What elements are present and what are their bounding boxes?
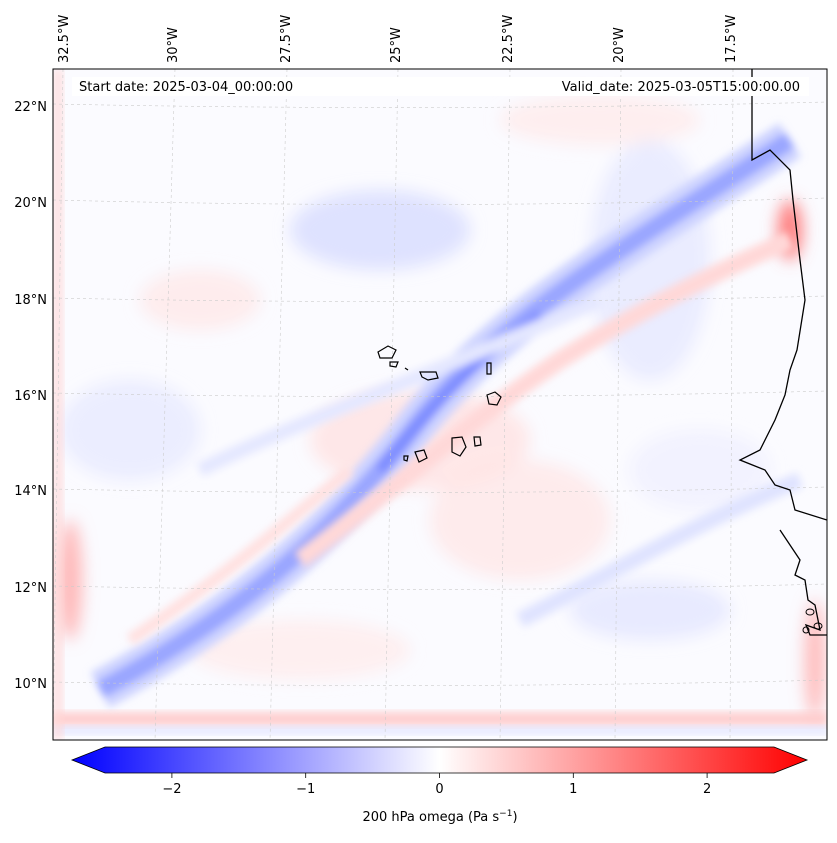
colorbar: −2 −1 0 1 2 200 hPa omega (Pa s−1) [70, 746, 809, 825]
lat-label: 20°N [14, 196, 47, 211]
longitude-labels: 32.5°W 30°W 27.5°W 25°W 22.5°W 20°W 17.5… [57, 15, 739, 63]
guinea-coastline [779, 529, 827, 636]
latitude-labels: 22°N 20°N 18°N 16°N 14°N 12°N 10°N [14, 100, 47, 692]
african-coastline [738, 69, 827, 521]
lon-label: 22.5°W [501, 15, 516, 63]
island-sao-nicolau [419, 371, 439, 381]
lon-label: 32.5°W [57, 15, 72, 63]
lat-label: 12°N [14, 581, 47, 596]
island-santo-antao [377, 345, 397, 359]
lon-label: 17.5°W [724, 15, 739, 63]
island-boa-vista [486, 391, 502, 406]
lat-label: 14°N [14, 484, 47, 499]
island-fogo [414, 449, 428, 463]
negative-omega-band [90, 123, 803, 708]
left-boundary-strip [53, 69, 63, 740]
colorbar-tick-label: 2 [703, 782, 711, 797]
island-santiago [451, 436, 467, 457]
colorbar-tick-label: −1 [296, 782, 315, 797]
colorbar-bar [70, 746, 809, 774]
start-date-label: Start date: 2025-03-04_00:00:00 [79, 80, 293, 95]
island-brava [403, 455, 409, 462]
boundary-negative-strip [53, 726, 827, 734]
colorbar-tick-label: 0 [435, 782, 443, 797]
cape-verde-islands [377, 345, 502, 463]
colorbar-label: 200 hPa omega (Pa s−1) [362, 809, 517, 825]
title-bar [72, 77, 809, 96]
lat-label: 18°N [14, 293, 47, 308]
colorbar-tick-label: −2 [162, 782, 181, 797]
bissagos-islands [802, 608, 823, 634]
colorbar-tick-label: 1 [569, 782, 577, 797]
lat-label: 10°N [14, 677, 47, 692]
map-frame [52, 68, 828, 741]
lon-label: 20°W [612, 27, 627, 63]
valid-date-label: Valid_date: 2025-03-05T15:00:00.00 [562, 80, 800, 95]
island-sao-vicente [389, 361, 399, 368]
positive-omega-band [126, 231, 794, 645]
island-maio [473, 436, 482, 447]
graticule [53, 69, 827, 740]
lon-label: 27.5°W [279, 15, 294, 63]
island-santa-luzia [404, 367, 409, 371]
lon-label: 25°W [389, 27, 404, 63]
lat-label: 22°N [14, 100, 47, 115]
map-panel [53, 69, 827, 740]
lon-label: 30°W [166, 27, 181, 63]
island-sal [486, 362, 492, 375]
colorbar-ticks: −2 −1 0 1 2 [162, 773, 711, 797]
boundary-positive-strip [53, 712, 827, 726]
lat-label: 16°N [14, 389, 47, 404]
